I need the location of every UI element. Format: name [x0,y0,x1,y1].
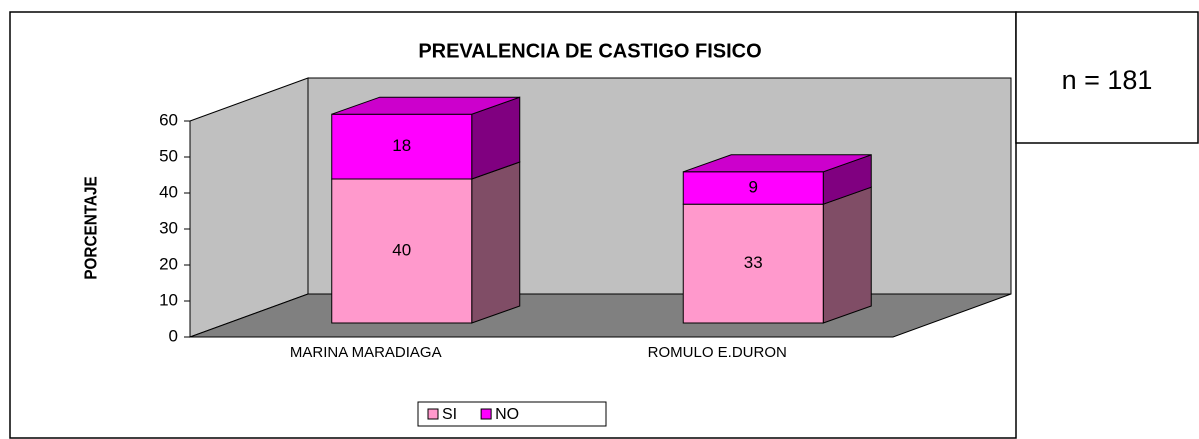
x-tick-label: MARINA MARADIAGA [290,344,442,361]
chart-title: PREVALENCIA DE CASTIGO FISICO [418,40,761,62]
y-tick-label: 50 [159,146,178,165]
legend-swatch [427,408,439,420]
data-label: 33 [744,253,763,272]
bar-top [683,154,872,173]
bar [331,178,473,324]
data-label: 18 [392,136,411,155]
bar-top [331,96,520,115]
legend-label: SI [442,406,457,423]
bar [682,203,824,324]
annotation-box [1015,11,1199,144]
x-tick-label: ROMULO E.DURON [648,344,787,361]
y-tick-label: 20 [159,254,178,273]
data-label: 40 [392,240,411,259]
bar [682,171,824,205]
y-axis-label: PORCENTAJE [81,176,101,279]
y-tick-label: 0 [169,326,178,345]
bar [331,113,473,180]
y-tick-label: 10 [159,290,178,309]
data-label: 9 [749,177,758,196]
legend-swatch [480,408,492,420]
side-wall [189,77,309,338]
y-tick-label: 60 [159,110,178,129]
bar-side [471,161,521,324]
y-tick-label: 40 [159,182,178,201]
legend [417,401,607,427]
y-tick-label: 30 [159,218,178,237]
annotation: n = 181 [1062,65,1153,95]
bar-side [822,186,872,324]
legend-label: NO [495,406,519,423]
floor [189,293,1012,338]
